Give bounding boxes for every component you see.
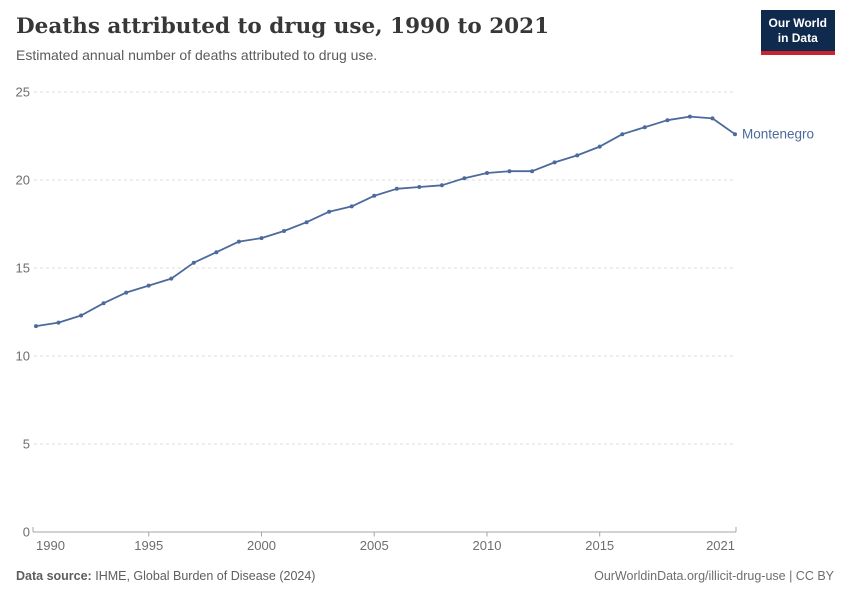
x-axis-tick-label: 2015 (585, 538, 614, 553)
line-chart-canvas: 0 5 10 15 20 25 1990 1995 2000 2005 2010 2015 2021 Mo… (16, 85, 815, 554)
y-axis-tick-label: 0 (23, 525, 30, 540)
data-point-2008[interactable] (439, 183, 444, 188)
x-axis-tick-label: 2021 (706, 538, 735, 553)
y-axis-tick-label: 25 (16, 85, 30, 100)
data-point-1991[interactable] (56, 320, 61, 325)
data-point-2010[interactable] (485, 171, 489, 175)
data-point-1995[interactable] (146, 283, 151, 288)
data-source-value: IHME, Global Burden of Disease (2024) (95, 569, 316, 583)
chart-header: Deaths attributed to drug use, 1990 to 2… (16, 0, 835, 64)
data-point-2017[interactable] (642, 125, 647, 130)
data-point-1998[interactable] (214, 250, 219, 255)
data-point-1993[interactable] (101, 301, 106, 306)
data-point-2011[interactable] (507, 169, 512, 174)
data-point-1992[interactable] (79, 313, 84, 318)
logo-text-line1: Our World (768, 16, 827, 30)
data-point-2005[interactable] (372, 193, 377, 198)
data-point-2020[interactable] (710, 116, 715, 121)
data-point-2016[interactable] (620, 132, 625, 137)
credit-link[interactable]: OurWorldinData.org/illicit-drug-use | CC… (594, 569, 834, 583)
data-point-2014[interactable] (575, 153, 580, 158)
data-point-2015[interactable] (597, 144, 602, 149)
x-axis-tick-label: 2000 (247, 538, 276, 553)
data-point-2018[interactable] (665, 118, 670, 123)
data-point-2013[interactable] (552, 160, 557, 165)
owid-logo: Our World in Data (760, 10, 835, 55)
data-point-2009[interactable] (462, 176, 467, 181)
data-point-2012[interactable] (530, 169, 535, 174)
data-point-1994[interactable] (124, 290, 129, 295)
data-point-2004[interactable] (349, 204, 354, 209)
logo-text-line2: in Data (777, 31, 818, 45)
data-point-1996[interactable] (169, 276, 174, 281)
series-end-label[interactable]: Montenegro (742, 127, 814, 142)
y-axis-tick-label: 10 (16, 349, 30, 364)
x-axis-tick-label: 2005 (360, 538, 389, 553)
y-axis-tick-label: 20 (16, 173, 30, 188)
data-source-label: Data source: (16, 569, 92, 583)
data-source: Data source: IHME, Global Burden of Dise… (16, 568, 315, 584)
chart-footer: Data source: IHME, Global Burden of Dise… (16, 568, 834, 584)
chart-title: Deaths attributed to drug use, 1990 to 2… (16, 14, 550, 39)
series-line-montenegro[interactable] (35, 115, 736, 327)
x-axis-tick-label: 1990 (36, 538, 65, 553)
data-point-2003[interactable] (327, 209, 332, 214)
data-point-1990[interactable] (34, 324, 38, 329)
y-axis-tick-label: 5 (23, 437, 30, 452)
x-axis-tick-label: 1995 (134, 538, 163, 553)
line-chart[interactable]: 0 5 10 15 20 25 1990 1995 2000 2005 2010 2015 2021 Mo… (0, 80, 850, 560)
data-point-2002[interactable] (304, 220, 309, 225)
data-point-1999[interactable] (236, 239, 241, 244)
chart-subtitle: Estimated annual number of deaths attrib… (16, 46, 378, 63)
data-point-2000[interactable] (259, 236, 264, 241)
data-point-2006[interactable] (394, 186, 399, 191)
x-axis-tick-label: 2010 (473, 538, 502, 553)
data-point-2001[interactable] (282, 229, 286, 233)
data-point-2021[interactable] (733, 132, 737, 137)
data-point-2007[interactable] (417, 185, 422, 189)
data-point-1997[interactable] (191, 260, 196, 265)
y-axis-tick-label: 15 (16, 261, 30, 276)
data-point-2019[interactable] (687, 114, 692, 119)
